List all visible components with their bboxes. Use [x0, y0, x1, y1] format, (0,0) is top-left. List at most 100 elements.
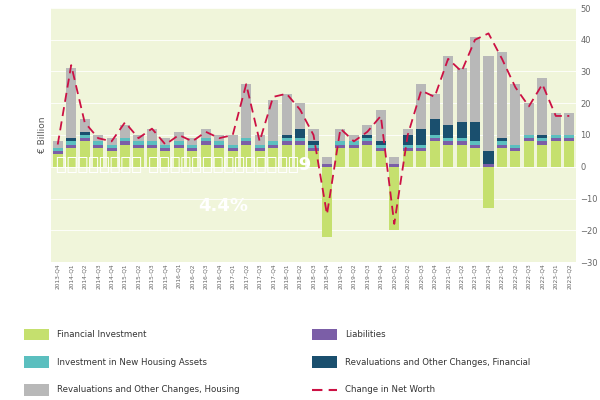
Text: 2021-Q1: 2021-Q1: [446, 263, 451, 288]
Bar: [241, 138, 251, 141]
Bar: [174, 141, 184, 144]
Bar: [53, 148, 63, 151]
Text: Financial Investment: Financial Investment: [57, 330, 146, 339]
Bar: [53, 151, 63, 154]
Text: Liabilities: Liabilities: [345, 330, 386, 339]
Bar: [551, 138, 561, 141]
Text: 2017-Q4: 2017-Q4: [271, 263, 275, 289]
Bar: [80, 135, 90, 138]
Bar: [66, 148, 76, 167]
Bar: [335, 129, 346, 141]
Bar: [295, 138, 305, 141]
Bar: [80, 119, 90, 132]
Bar: [160, 138, 170, 144]
Bar: [23, 356, 49, 368]
Bar: [564, 138, 574, 141]
Bar: [133, 144, 143, 148]
Bar: [201, 129, 211, 138]
Text: 2014-Q4: 2014-Q4: [109, 263, 114, 289]
Bar: [268, 148, 278, 167]
Bar: [120, 138, 130, 141]
Bar: [281, 138, 292, 141]
Text: 2015-Q4: 2015-Q4: [163, 263, 168, 289]
Bar: [227, 144, 238, 148]
Bar: [133, 148, 143, 167]
Bar: [107, 144, 116, 148]
Text: 2015-Q2: 2015-Q2: [136, 263, 141, 289]
Bar: [403, 135, 413, 144]
Bar: [295, 129, 305, 138]
Bar: [241, 84, 251, 138]
Bar: [497, 52, 507, 138]
Bar: [497, 148, 507, 167]
Bar: [389, 157, 400, 164]
Bar: [430, 94, 440, 119]
Bar: [66, 144, 76, 148]
Text: 2018-Q3: 2018-Q3: [311, 263, 316, 289]
Bar: [484, 167, 494, 208]
Bar: [470, 141, 480, 144]
Bar: [93, 148, 103, 167]
Bar: [23, 329, 49, 340]
Bar: [93, 135, 103, 141]
Bar: [497, 138, 507, 141]
Bar: [322, 164, 332, 167]
Bar: [214, 144, 224, 148]
Bar: [457, 122, 467, 138]
Bar: [470, 122, 480, 141]
Bar: [457, 138, 467, 141]
Bar: [187, 144, 197, 148]
Bar: [416, 129, 426, 144]
Text: 2020-Q3: 2020-Q3: [419, 263, 424, 289]
Bar: [187, 148, 197, 151]
Bar: [295, 103, 305, 129]
Bar: [147, 129, 157, 141]
Bar: [53, 154, 63, 167]
Bar: [295, 144, 305, 167]
Text: 2017-Q3: 2017-Q3: [257, 263, 262, 289]
Text: 2016-Q3: 2016-Q3: [203, 263, 208, 288]
Bar: [254, 148, 265, 151]
Text: 2019-Q3: 2019-Q3: [365, 263, 370, 289]
Bar: [470, 36, 480, 122]
Bar: [376, 148, 386, 151]
Bar: [93, 141, 103, 144]
Bar: [322, 157, 332, 164]
Text: 2021-Q4: 2021-Q4: [486, 263, 491, 289]
Text: 2013-Q4: 2013-Q4: [55, 263, 60, 289]
Bar: [227, 135, 238, 144]
Bar: [120, 141, 130, 144]
Bar: [349, 148, 359, 167]
Bar: [66, 68, 76, 138]
Bar: [174, 148, 184, 167]
Bar: [107, 148, 116, 151]
Text: 2022-Q1: 2022-Q1: [499, 263, 505, 289]
Bar: [484, 56, 494, 151]
Bar: [120, 126, 130, 138]
Bar: [308, 144, 319, 148]
Bar: [430, 119, 440, 135]
Bar: [214, 141, 224, 144]
Bar: [443, 138, 453, 141]
Bar: [281, 141, 292, 144]
Bar: [311, 356, 337, 368]
Bar: [147, 148, 157, 167]
Bar: [80, 141, 90, 167]
Text: 2019-Q4: 2019-Q4: [379, 263, 383, 289]
Bar: [376, 141, 386, 144]
Bar: [308, 141, 319, 144]
Text: 2022-Q2: 2022-Q2: [513, 263, 518, 289]
Bar: [376, 144, 386, 148]
Text: 2019-Q1: 2019-Q1: [338, 263, 343, 288]
Bar: [308, 151, 319, 167]
Bar: [201, 138, 211, 141]
Bar: [268, 144, 278, 148]
Bar: [362, 144, 373, 167]
Bar: [403, 129, 413, 135]
Bar: [457, 144, 467, 167]
Text: 2018-Q2: 2018-Q2: [298, 263, 302, 289]
Bar: [443, 56, 453, 126]
Text: 2021-Q3: 2021-Q3: [473, 263, 478, 289]
Bar: [214, 148, 224, 167]
Bar: [187, 138, 197, 144]
